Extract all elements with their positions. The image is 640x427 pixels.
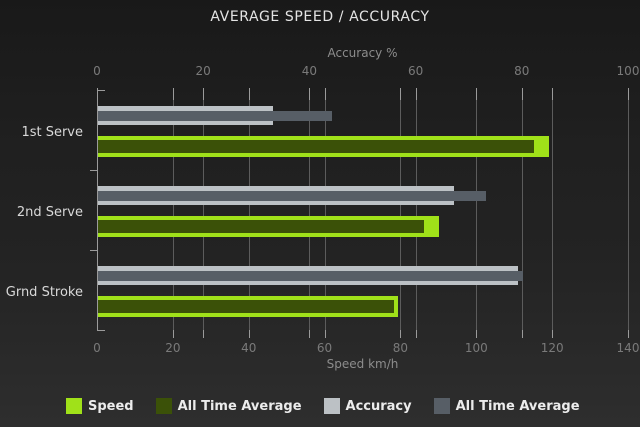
tick-mark: [309, 330, 310, 338]
legend-label: All Time Average: [455, 398, 580, 414]
bottom-axis-tick-label: 120: [540, 341, 564, 355]
legend-item-accuracy-top[interactable]: Accuracy: [323, 398, 412, 414]
gridline-bottom-40: [249, 90, 250, 330]
legend-label: Accuracy: [345, 398, 412, 414]
legend: Speed All Time Average Accuracy All Time Av…: [66, 396, 580, 416]
legend-label: Speed: [88, 398, 134, 414]
tick-mark: [400, 88, 401, 100]
top-axis-tick-label: 0: [93, 64, 101, 78]
gridline-bottom-100: [476, 90, 477, 330]
bottom-axis-tick-label: 80: [392, 341, 409, 355]
category-tick-mark: [90, 250, 98, 251]
category-axis-line: [97, 88, 98, 330]
gridline-bottom-60: [325, 90, 326, 330]
gridline-top-40: [309, 90, 310, 330]
tick-mark: [173, 88, 174, 100]
bottom-axis-tick-label: 100: [464, 341, 488, 355]
bottom-axis-tick-labels: 0 20 40 60 80 100 120 140: [93, 341, 639, 355]
tick-mark: [552, 330, 553, 338]
tick-mark: [325, 88, 326, 100]
bar-all-time-average-top-1st-serve[interactable]: [98, 110, 332, 121]
bar-all-time-average-bottom-1st-serve[interactable]: [98, 140, 535, 153]
tick-mark: [400, 330, 401, 338]
tick-mark: [173, 330, 174, 338]
tick-mark: [325, 330, 326, 338]
gridline-bottom-80: [400, 90, 401, 330]
tick-mark: [249, 88, 250, 100]
legend-swatch-accuracy-top: [323, 398, 340, 414]
tick-mark: [203, 88, 204, 100]
legend-item-all-time-average-top[interactable]: All Time Average: [433, 398, 580, 414]
top-axis-tick-label: 80: [514, 64, 530, 78]
bar-all-time-average-bottom-grnd-stroke[interactable]: [98, 300, 394, 313]
bar-all-time-average-bottom-2nd-serve[interactable]: [98, 220, 425, 233]
category-label-grnd-stroke: Grnd Stroke: [5, 285, 83, 300]
tick-mark: [309, 88, 310, 100]
chart-title: AVERAGE SPEED / ACCURACY: [210, 9, 430, 25]
tick-mark: [416, 330, 417, 338]
legend-item-all-time-average-bottom[interactable]: All Time Average: [155, 398, 302, 414]
category-label-1st-serve: 1st Serve: [21, 125, 83, 140]
tick-mark: [628, 330, 629, 338]
legend-swatch-speed-bottom: [66, 398, 82, 414]
tick-mark: [203, 330, 204, 338]
legend-item-speed-bottom[interactable]: Speed: [66, 398, 134, 414]
bottom-axis-tick-label: 0: [93, 341, 101, 355]
bar-all-time-average-top-grnd-stroke[interactable]: [98, 270, 523, 281]
tick-mark: [476, 330, 477, 338]
tick-mark: [552, 88, 553, 100]
category-label-2nd-serve: 2nd Serve: [16, 205, 83, 220]
bar-all-time-average-top-2nd-serve[interactable]: [98, 190, 486, 201]
legend-label: All Time Average: [177, 398, 302, 414]
top-axis-tick-labels: 0 20 40 60 80 100: [93, 64, 639, 78]
bottom-axis-tick-label: 20: [165, 341, 181, 355]
bottom-axis-tick-label: 40: [241, 341, 257, 355]
category-tick-mark: [97, 90, 105, 91]
tick-mark: [522, 88, 523, 100]
tick-mark: [628, 88, 629, 100]
top-axis-tick-label: 60: [407, 64, 424, 78]
legend-swatch-all-time-average-top: [433, 398, 450, 414]
category-tick-mark: [97, 330, 105, 331]
bottom-axis-tick-label: 140: [616, 341, 640, 355]
legend-swatch-all-time-average-bottom: [155, 398, 172, 414]
tick-mark: [476, 88, 477, 100]
top-axis-tick-label: 100: [616, 64, 640, 78]
gridline-bottom-120: [552, 90, 553, 330]
category-tick-mark: [90, 170, 98, 171]
gridline-top-60: [416, 90, 417, 330]
gridline-top-20: [203, 90, 204, 330]
gridline-bottom-20: [173, 90, 174, 330]
bottom-axis-tick-label: 60: [316, 341, 333, 355]
gridline-top-80: [522, 90, 523, 330]
tick-mark: [416, 88, 417, 100]
bottom-axis-title: Speed km/h: [326, 357, 399, 371]
top-axis-tick-label: 20: [195, 64, 211, 78]
plot-area: [90, 88, 629, 338]
tick-mark: [249, 330, 250, 338]
gridline-bottom-140: [628, 90, 629, 330]
tick-mark: [522, 330, 523, 338]
top-axis-title: Accuracy %: [327, 46, 398, 60]
top-axis-tick-label: 40: [301, 64, 318, 78]
